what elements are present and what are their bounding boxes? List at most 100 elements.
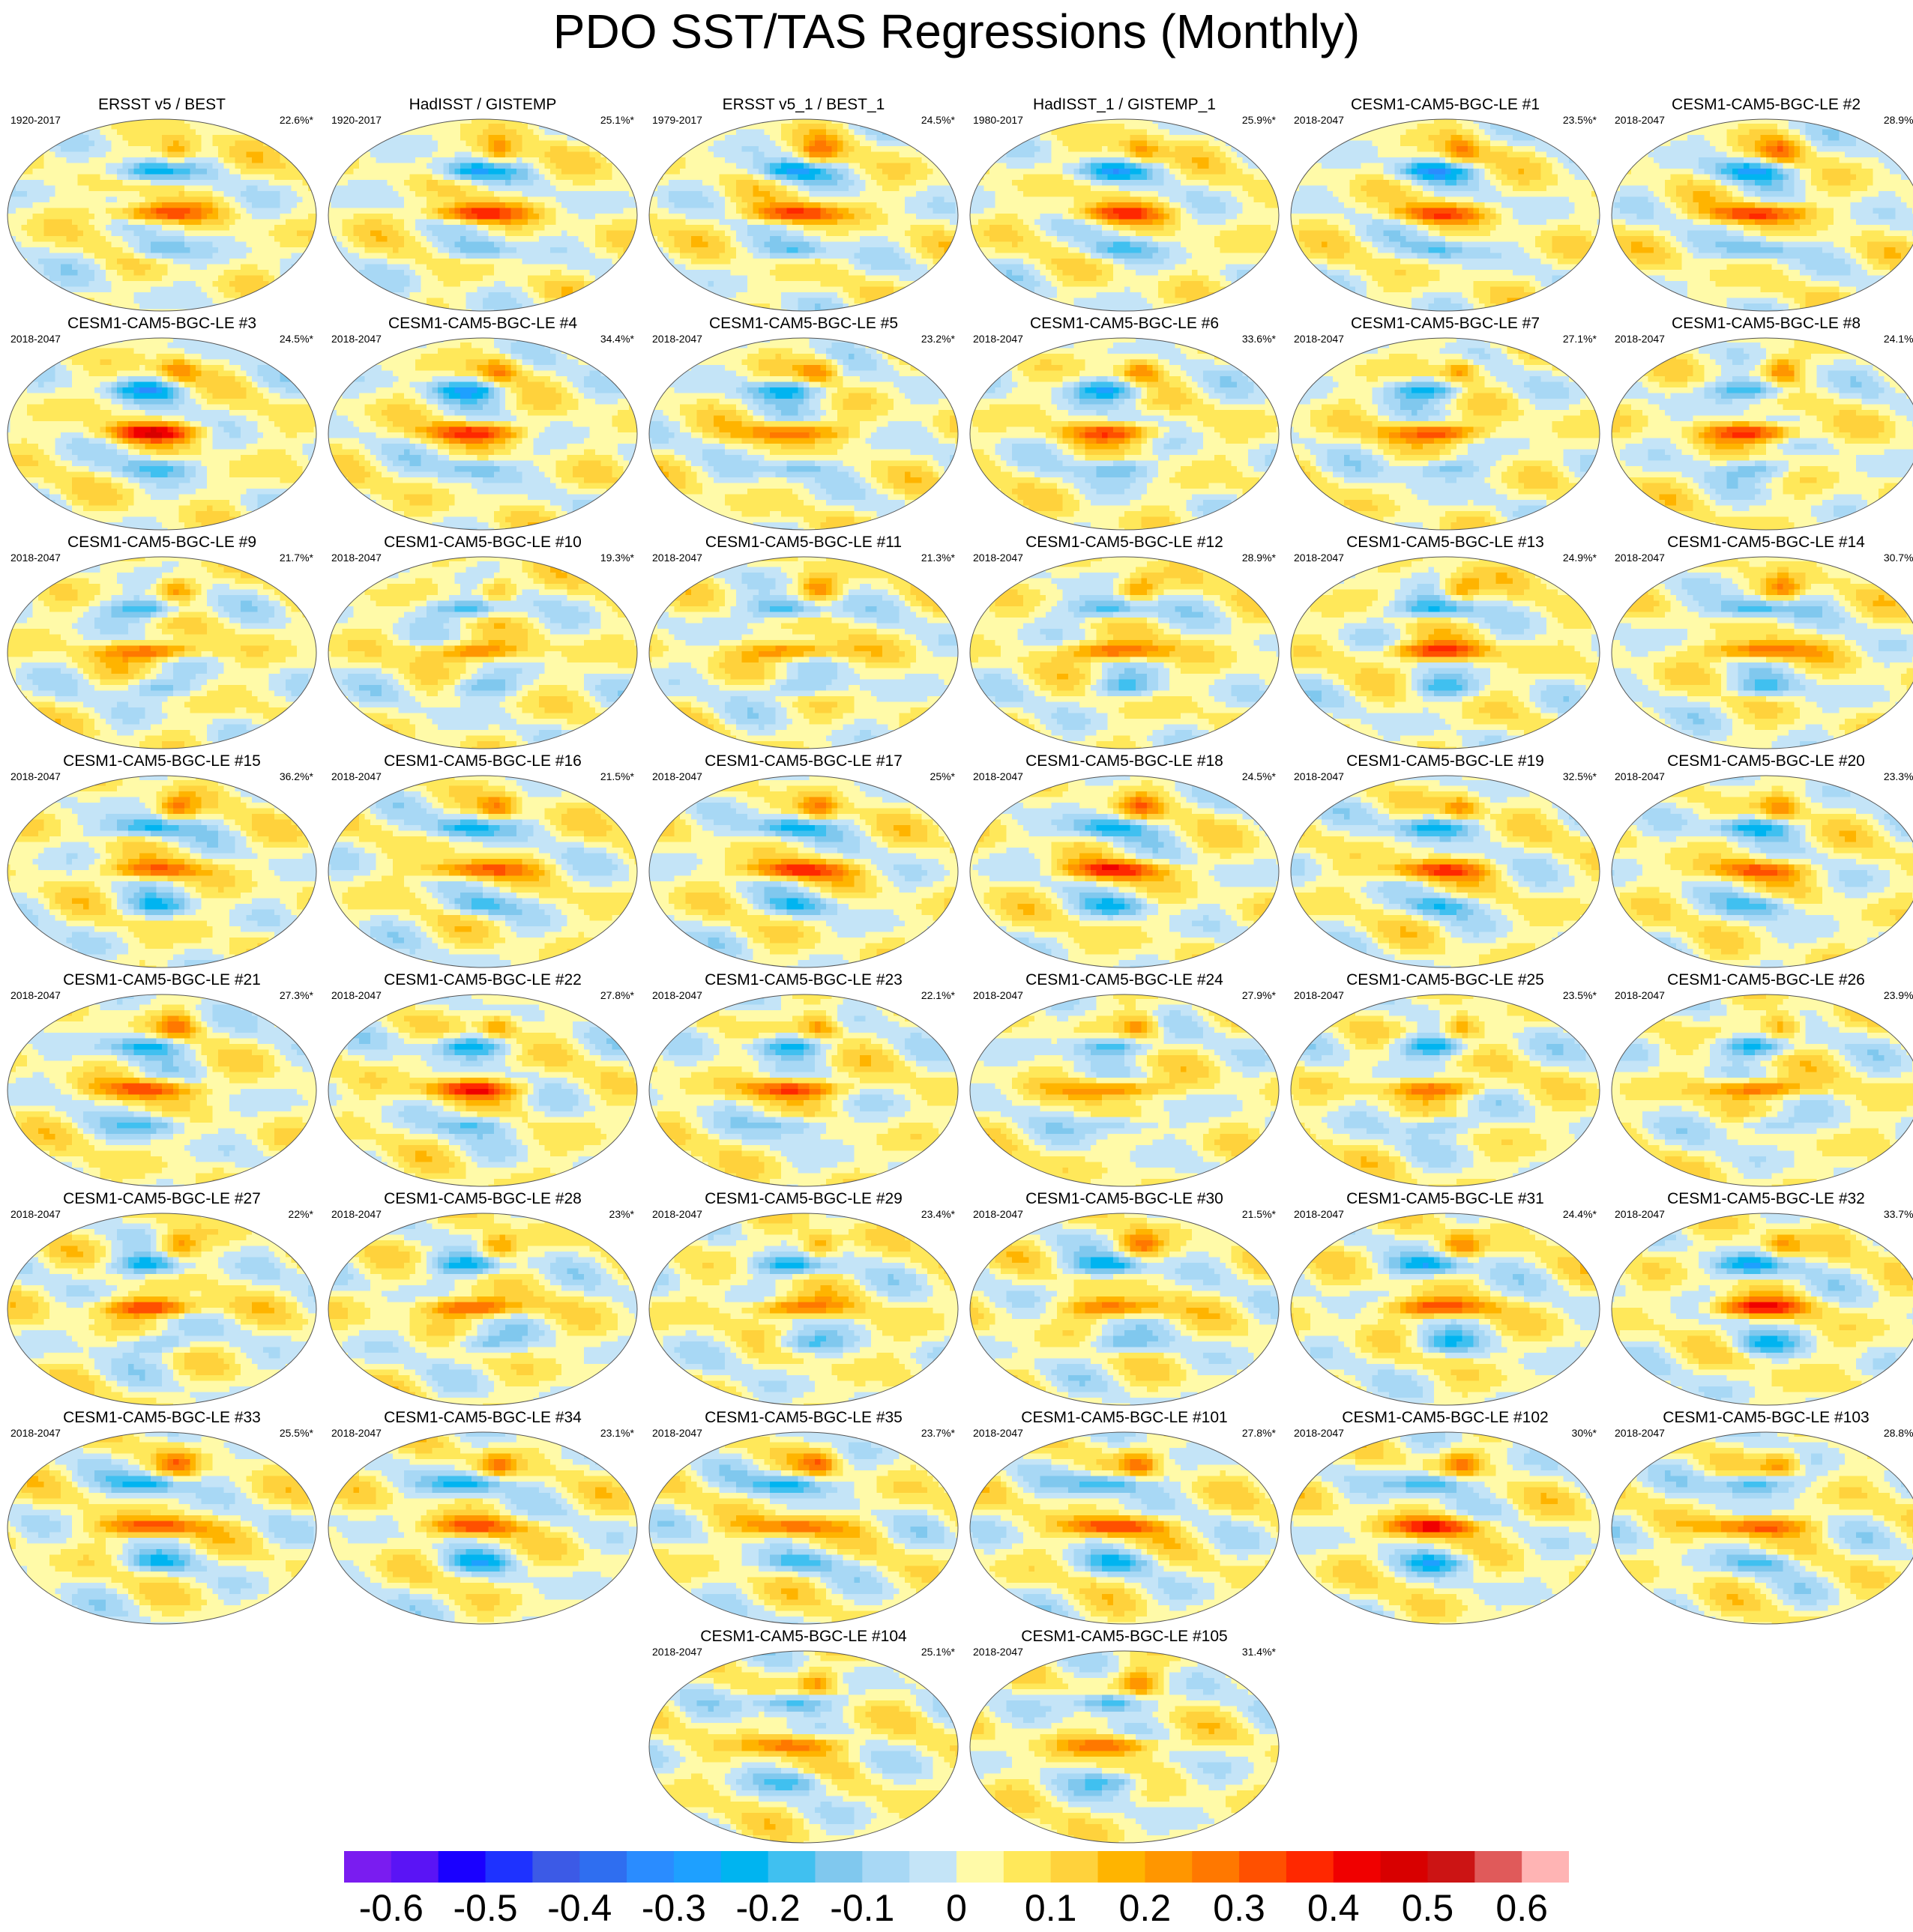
colorbar-swatch <box>1522 1851 1569 1883</box>
regression-map <box>325 988 640 1190</box>
panel-variance-explained: 23.2%* <box>921 333 955 345</box>
regression-map <box>1288 769 1603 971</box>
colorbar-swatch <box>391 1851 439 1883</box>
panel-variance-explained: 23.7%* <box>921 1427 955 1439</box>
map-panel: ERSST v5 / BEST 1920-2017 22.6%* <box>4 96 319 313</box>
regression-map <box>4 331 319 534</box>
colorbar-swatch <box>344 1851 391 1883</box>
panel-title: CESM1-CAM5-BGC-LE #19 <box>1288 752 1603 770</box>
panel-variance-explained: 32.5%* <box>1563 770 1597 782</box>
panel-title: CESM1-CAM5-BGC-LE #11 <box>646 534 961 552</box>
panel-variance-explained: 33.6%* <box>1242 333 1276 345</box>
regression-map <box>1288 1425 1603 1628</box>
colorbar-tick-label: 0.4 <box>1307 1887 1360 1929</box>
regression-map <box>4 1207 319 1409</box>
panel-period: 2018-2047 <box>10 1427 61 1439</box>
panel-title: HadISST_1 / GISTEMP_1 <box>967 96 1282 114</box>
panel-variance-explained: 24.5%* <box>921 114 955 126</box>
regression-map <box>4 1425 319 1628</box>
panel-variance-explained: 30.7%* <box>1884 552 1913 564</box>
regression-map <box>4 550 319 752</box>
map-panel: CESM1-CAM5-BGC-LE #104 2018-2047 25.1%* <box>646 1628 961 1845</box>
panel-title: CESM1-CAM5-BGC-LE #22 <box>325 971 640 989</box>
panel-period: 1979-2017 <box>652 114 702 126</box>
panel-variance-explained: 24.5%* <box>1242 770 1276 782</box>
panel-variance-explained: 25.9%* <box>1242 114 1276 126</box>
map-panel: CESM1-CAM5-BGC-LE #19 2018-2047 32.5%* <box>1288 752 1603 970</box>
panel-variance-explained: 25.5%* <box>280 1427 313 1439</box>
colorbar-swatch <box>862 1851 909 1883</box>
panel-title: CESM1-CAM5-BGC-LE #32 <box>1609 1190 1913 1208</box>
map-panel: CESM1-CAM5-BGC-LE #4 2018-2047 34.4%* <box>325 315 640 532</box>
regression-map <box>1609 331 1913 534</box>
panel-period: 2018-2047 <box>652 1208 702 1220</box>
map-panel: CESM1-CAM5-BGC-LE #33 2018-2047 25.5%* <box>4 1409 319 1626</box>
panel-period: 2018-2047 <box>652 1427 702 1439</box>
regression-map <box>1288 1207 1603 1409</box>
colorbar-swatch <box>1286 1851 1334 1883</box>
panel-period: 2018-2047 <box>331 1208 382 1220</box>
panel-period: 2018-2047 <box>10 770 61 782</box>
regression-map <box>325 1425 640 1628</box>
panel-period: 2018-2047 <box>652 770 702 782</box>
panel-title: CESM1-CAM5-BGC-LE #10 <box>325 534 640 552</box>
panel-title: CESM1-CAM5-BGC-LE #1 <box>1288 96 1603 114</box>
regression-map <box>1609 1207 1913 1409</box>
panel-title: CESM1-CAM5-BGC-LE #102 <box>1288 1409 1603 1427</box>
map-panel: CESM1-CAM5-BGC-LE #28 2018-2047 23%* <box>325 1190 640 1407</box>
panel-title: CESM1-CAM5-BGC-LE #6 <box>967 315 1282 333</box>
panel-period: 2018-2047 <box>1615 1208 1665 1220</box>
colorbar-swatch <box>486 1851 533 1883</box>
regression-map <box>325 1207 640 1409</box>
panel-variance-explained: 28.9%* <box>1242 552 1276 564</box>
panel-variance-explained: 23.5%* <box>1563 114 1597 126</box>
panel-title: CESM1-CAM5-BGC-LE #33 <box>4 1409 319 1427</box>
map-panel: CESM1-CAM5-BGC-LE #9 2018-2047 21.7%* <box>4 534 319 751</box>
panel-variance-explained: 22.6%* <box>280 114 313 126</box>
panel-title: CESM1-CAM5-BGC-LE #103 <box>1609 1409 1913 1427</box>
colorbar-swatch <box>1004 1851 1051 1883</box>
regression-map <box>646 331 961 534</box>
panel-period: 2018-2047 <box>1294 552 1344 564</box>
colorbar-tick-label: -0.6 <box>359 1887 424 1929</box>
panel-variance-explained: 36.2%* <box>280 770 313 782</box>
panel-variance-explained: 24.1%* <box>1884 333 1913 345</box>
regression-map <box>967 331 1282 534</box>
panel-variance-explained: 24.9%* <box>1563 552 1597 564</box>
panel-variance-explained: 25%* <box>930 770 955 782</box>
colorbar-swatch <box>1239 1851 1286 1883</box>
panel-variance-explained: 30%* <box>1572 1427 1597 1439</box>
map-panel: CESM1-CAM5-BGC-LE #17 2018-2047 25%* <box>646 752 961 970</box>
panel-title: CESM1-CAM5-BGC-LE #3 <box>4 315 319 333</box>
panel-period: 2018-2047 <box>973 989 1023 1001</box>
regression-map <box>646 550 961 752</box>
colorbar-swatch <box>674 1851 721 1883</box>
colorbar-swatch <box>909 1851 956 1883</box>
panel-title: CESM1-CAM5-BGC-LE #2 <box>1609 96 1913 114</box>
panel-period: 2018-2047 <box>10 989 61 1001</box>
panel-period: 2018-2047 <box>331 1427 382 1439</box>
colorbar-swatch <box>956 1851 1004 1883</box>
panel-title: CESM1-CAM5-BGC-LE #7 <box>1288 315 1603 333</box>
panel-period: 2018-2047 <box>1294 770 1344 782</box>
regression-map <box>325 769 640 971</box>
regression-map <box>646 112 961 315</box>
panel-variance-explained: 24.4%* <box>1563 1208 1597 1220</box>
map-panel: CESM1-CAM5-BGC-LE #13 2018-2047 24.9%* <box>1288 534 1603 751</box>
panel-variance-explained: 21.3%* <box>921 552 955 564</box>
colorbar-swatch <box>1474 1851 1522 1883</box>
map-panel: CESM1-CAM5-BGC-LE #7 2018-2047 27.1%* <box>1288 315 1603 532</box>
colorbar-tick-label: 0 <box>946 1887 967 1929</box>
panel-period: 2018-2047 <box>1615 114 1665 126</box>
regression-map <box>967 769 1282 971</box>
panel-period: 2018-2047 <box>652 552 702 564</box>
panel-title: CESM1-CAM5-BGC-LE #9 <box>4 534 319 552</box>
regression-map <box>4 769 319 971</box>
panel-variance-explained: 23.9%* <box>1884 989 1913 1001</box>
panel-title: CESM1-CAM5-BGC-LE #18 <box>967 752 1282 770</box>
regression-map <box>1609 769 1913 971</box>
colorbar-swatch <box>1427 1851 1474 1883</box>
panel-title: CESM1-CAM5-BGC-LE #13 <box>1288 534 1603 552</box>
